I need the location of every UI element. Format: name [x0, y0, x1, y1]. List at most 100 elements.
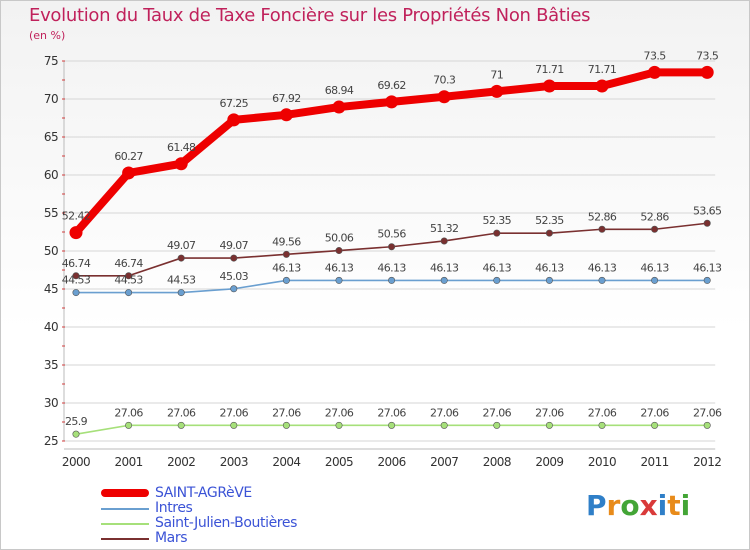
y-tick-label: 65: [44, 130, 58, 144]
data-point: [69, 226, 83, 240]
data-label: 52.35: [535, 214, 564, 227]
data-label: 51.32: [430, 222, 459, 235]
data-point: [177, 421, 185, 429]
data-label: 27.06: [272, 406, 301, 419]
data-point: [125, 272, 133, 280]
data-label: 45.03: [220, 270, 249, 283]
data-point: [388, 243, 396, 251]
y-tick-label: 40: [44, 320, 58, 334]
data-point: [703, 421, 711, 429]
y-tick-label: 55: [44, 206, 58, 220]
data-label: 27.06: [535, 406, 564, 419]
legend-swatch: [101, 508, 149, 510]
x-tick-label: 2012: [693, 455, 721, 469]
data-point: [385, 95, 399, 109]
data-label: 68.94: [325, 84, 354, 97]
data-label: 46.13: [535, 261, 564, 274]
data-point: [493, 229, 501, 237]
data-point: [388, 421, 396, 429]
x-tick-label: 2011: [641, 455, 669, 469]
data-label: 60.27: [114, 150, 143, 163]
data-point: [335, 421, 343, 429]
data-point: [598, 276, 606, 284]
data-label: 50.56: [377, 228, 406, 241]
data-point: [651, 421, 659, 429]
data-point: [122, 166, 136, 180]
data-label: 46.13: [588, 261, 617, 274]
data-label: 46.74: [62, 257, 91, 270]
y-tick-label: 35: [44, 358, 58, 372]
x-tick-label: 2000: [62, 455, 90, 469]
legend-swatch: [101, 489, 149, 497]
legend-label: Saint-Julien-Boutières: [155, 515, 297, 531]
data-point: [282, 276, 290, 284]
data-label: 71: [490, 68, 503, 81]
data-point: [72, 289, 80, 297]
data-label: 49.07: [220, 239, 249, 252]
data-point: [440, 276, 448, 284]
data-point: [72, 272, 80, 280]
data-label: 27.06: [167, 406, 196, 419]
data-point: [282, 421, 290, 429]
data-point: [230, 254, 238, 262]
data-point: [651, 276, 659, 284]
x-tick-label: 2007: [430, 455, 458, 469]
data-point: [230, 421, 238, 429]
data-label: 50.06: [325, 232, 354, 245]
data-point: [598, 421, 606, 429]
data-point: [703, 276, 711, 284]
data-label: 49.56: [272, 235, 301, 248]
data-label: 52.35: [483, 214, 512, 227]
legend-label: SAINT-AGRèVE: [155, 485, 252, 501]
data-label: 52.42: [62, 210, 91, 223]
data-label: 71.71: [535, 63, 564, 76]
data-label: 73.5: [644, 49, 667, 62]
data-point: [388, 276, 396, 284]
line-chart: 25 30 35 40 45 50 55 60 65 70 75 2000 2001 2002 2003 20…: [44, 49, 723, 469]
data-point: [335, 276, 343, 284]
data-label: 71.71: [588, 63, 617, 76]
legend-label: Intres: [155, 500, 193, 516]
data-point: [651, 225, 659, 233]
data-point: [490, 84, 504, 98]
data-point: [545, 276, 553, 284]
data-label: 46.74: [114, 257, 143, 270]
data-label: 27.06: [220, 406, 249, 419]
y-tick-label: 75: [44, 54, 58, 68]
data-label: 27.06: [114, 406, 143, 419]
y-tick-label: 45: [44, 282, 58, 296]
data-label: 46.13: [377, 261, 406, 274]
x-tick-label: 2002: [167, 455, 195, 469]
y-tick-label: 50: [44, 244, 58, 258]
y-tick-label: 25: [44, 434, 58, 448]
data-label: 52.86: [588, 210, 617, 223]
data-point: [700, 65, 714, 79]
x-tick-label: 2004: [272, 455, 300, 469]
y-tick-label: 30: [44, 396, 58, 410]
data-point: [598, 225, 606, 233]
data-label: 44.53: [114, 274, 143, 287]
data-label: 61.48: [167, 141, 196, 154]
data-point: [493, 276, 501, 284]
data-label: 53.65: [693, 204, 722, 217]
data-point: [493, 421, 501, 429]
data-label: 67.25: [220, 97, 249, 110]
data-point: [332, 100, 346, 114]
data-point: [440, 421, 448, 429]
data-point: [437, 90, 451, 104]
y-axis-unit: (en %): [29, 29, 66, 42]
data-label: 73.5: [696, 49, 719, 62]
data-label: 25.9: [65, 415, 88, 428]
data-label: 46.13: [325, 261, 354, 274]
data-label: 27.06: [483, 406, 512, 419]
data-label: 44.53: [62, 274, 91, 287]
data-point: [545, 421, 553, 429]
data-label: 67.92: [272, 92, 301, 105]
data-label: 27.06: [325, 406, 354, 419]
data-label: 46.13: [640, 261, 669, 274]
data-point: [648, 65, 662, 79]
data-label: 69.62: [377, 79, 406, 92]
data-label: 70.3: [433, 74, 456, 87]
x-tick-label: 2003: [220, 455, 248, 469]
